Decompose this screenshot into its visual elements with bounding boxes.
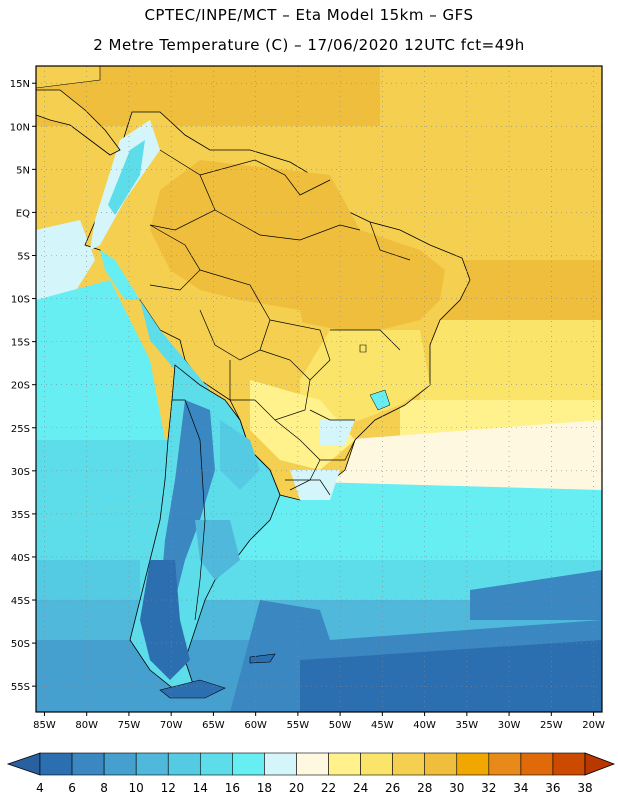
colorbar-label: 8: [100, 781, 108, 795]
colorbar-label: 26: [385, 781, 400, 795]
colorbar-swatch: [39, 752, 73, 776]
colorbar-swatch: [328, 752, 361, 776]
colorbar-label: 14: [193, 781, 208, 795]
lon-tick-label: 35W: [456, 720, 479, 731]
colorbar-label: 24: [353, 781, 368, 795]
colorbar-swatch: [360, 752, 393, 776]
colorbar-swatch: [232, 752, 265, 776]
colorbar-label: 22: [321, 781, 336, 795]
colorbar-low-arrow: [6, 752, 41, 776]
colorbar-swatch: [199, 752, 233, 776]
colorbar-label: 32: [481, 781, 496, 795]
lat-tick-label: 35S: [11, 510, 30, 521]
colorbar-swatch: [488, 752, 522, 776]
lat-tick-label: 15N: [10, 79, 30, 90]
colorbar-label: 18: [257, 781, 272, 795]
lat-tick-label: 5S: [17, 251, 30, 262]
colorbar-swatch: [103, 752, 137, 776]
central-america-land: [36, 89, 121, 156]
temperature-field: [36, 66, 602, 712]
longitude-axis: 85W 80W 75W 70W 65W 60W 55W 50W 45W 40W 35W 30W 25W 2…: [33, 712, 605, 731]
colorbar-swatch: [520, 752, 554, 776]
lat-tick-label: 5N: [16, 165, 30, 176]
lat-tick-label: 10N: [10, 122, 30, 133]
lat-tick-label: 30S: [11, 467, 30, 478]
colorbar-swatch: [456, 752, 490, 776]
map-title-line1: CPTEC/INPE/MCT – Eta Model 15km – GFS: [144, 6, 474, 24]
colorbar-label: 36: [545, 781, 560, 795]
colorbar-swatch: [424, 752, 458, 776]
colorbar-swatch: [264, 752, 297, 776]
lat-tick-label: 55S: [11, 682, 30, 693]
lat-tick-label: 40S: [11, 553, 30, 564]
lat-tick-label: 25S: [11, 424, 30, 435]
country-borders: [149, 149, 411, 621]
lat-tick-label: 10S: [11, 295, 30, 306]
lon-tick-label: 80W: [75, 720, 98, 731]
lon-tick-label: 20W: [582, 720, 605, 731]
lon-tick-label: 50W: [329, 720, 352, 731]
lon-tick-label: 70W: [160, 720, 183, 731]
colorbar-label: 12: [161, 781, 176, 795]
colorbar-label: 20: [289, 781, 304, 795]
lat-tick-label: 45S: [11, 596, 30, 607]
colorbar-label: 4: [36, 781, 44, 795]
latitude-axis: 15N 10N 5N EQ 5S 10S 15S 20S 25S 30S 35S 40S 45S 50S 5…: [10, 79, 36, 693]
colorbar-label: 16: [225, 781, 240, 795]
lon-tick-label: 30W: [498, 720, 521, 731]
colorbar-label: 34: [513, 781, 528, 795]
colorbar-label: 6: [68, 781, 76, 795]
colorbar-label: 38: [577, 781, 592, 795]
lon-tick-label: 25W: [540, 720, 563, 731]
lon-tick-label: 85W: [33, 720, 56, 731]
lon-tick-label: 65W: [202, 720, 225, 731]
map-title-line2: 2 Metre Temperature (C) – 17/06/2020 12U…: [93, 36, 525, 54]
lat-tick-label: 15S: [11, 338, 30, 349]
lat-tick-label: 50S: [11, 639, 30, 650]
temperature-map: 15N 10N 5N EQ 5S 10S 15S 20S 25S 30S 35S 40S 45S 50S 5…: [10, 65, 605, 731]
colorbar-swatch: [135, 752, 169, 776]
lon-tick-label: 45W: [371, 720, 394, 731]
lon-tick-label: 60W: [244, 720, 267, 731]
temperature-colorbar: 4 6 8 10 12 14 16 18 20 22 24 26 28 30 32 34 36 38: [6, 752, 616, 795]
colorbar-label: 28: [417, 781, 432, 795]
map-frame: [35, 65, 603, 713]
colorbar-swatch: [392, 752, 426, 776]
lon-tick-label: 40W: [413, 720, 436, 731]
lon-tick-label: 75W: [118, 720, 141, 731]
lat-tick-label: 20S: [11, 381, 30, 392]
colorbar-swatch: [552, 752, 586, 776]
colorbar-label: 10: [129, 781, 144, 795]
colorbar-swatch: [71, 752, 105, 776]
colorbar-label: 30: [449, 781, 464, 795]
lat-tick-label: EQ: [16, 208, 30, 219]
lon-tick-label: 55W: [287, 720, 310, 731]
colorbar-swatch: [296, 752, 329, 776]
colorbar-high-arrow: [584, 752, 616, 776]
colorbar-swatch: [167, 752, 201, 776]
